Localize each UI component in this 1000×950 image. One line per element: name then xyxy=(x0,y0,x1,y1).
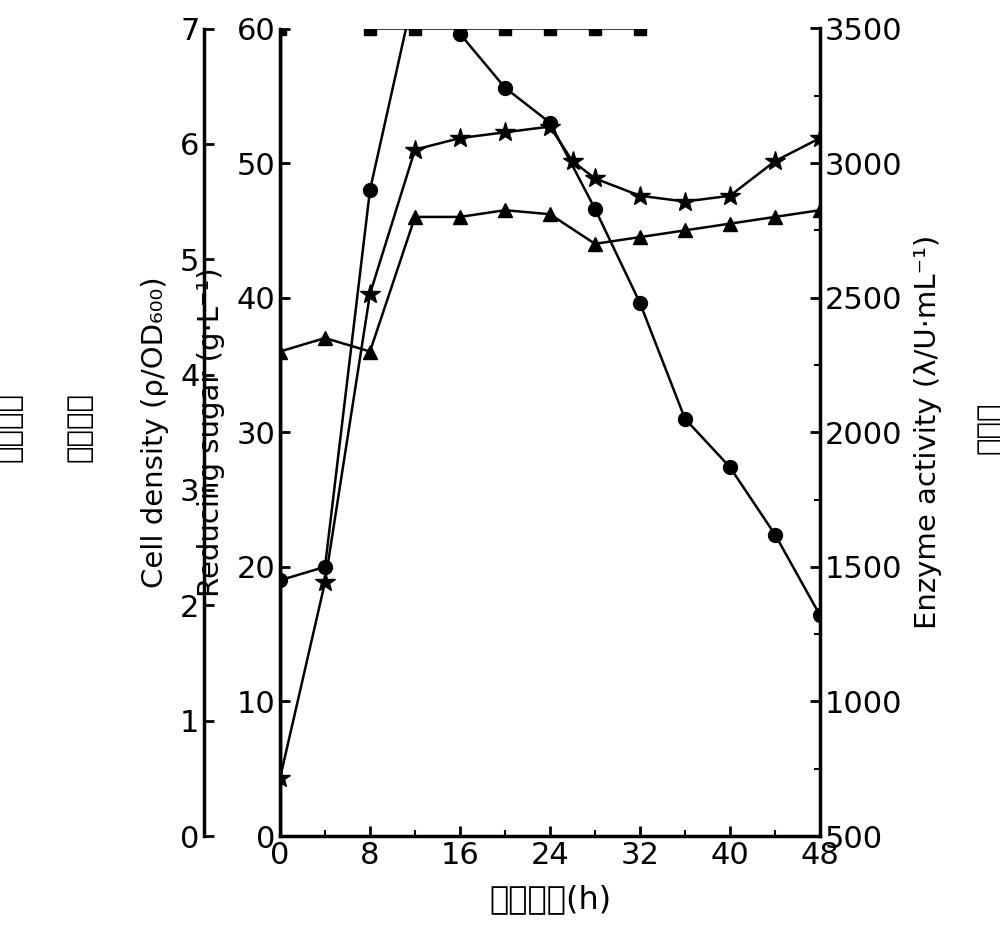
X-axis label: 发酫时间(h): 发酫时间(h) xyxy=(489,884,611,915)
Y-axis label: Reducing sugar (g·L⁻¹): Reducing sugar (g·L⁻¹) xyxy=(197,268,225,597)
Text: 酶活力: 酶活力 xyxy=(976,401,1000,454)
Text: 还原糖量: 还原糖量 xyxy=(66,392,94,463)
Y-axis label: Enzyme activity (λ/U·mL⁻¹): Enzyme activity (λ/U·mL⁻¹) xyxy=(914,236,942,630)
Y-axis label: Cell density (ρ/OD₆₀₀): Cell density (ρ/OD₆₀₀) xyxy=(141,276,169,588)
Text: 菌体密度: 菌体密度 xyxy=(0,392,24,463)
